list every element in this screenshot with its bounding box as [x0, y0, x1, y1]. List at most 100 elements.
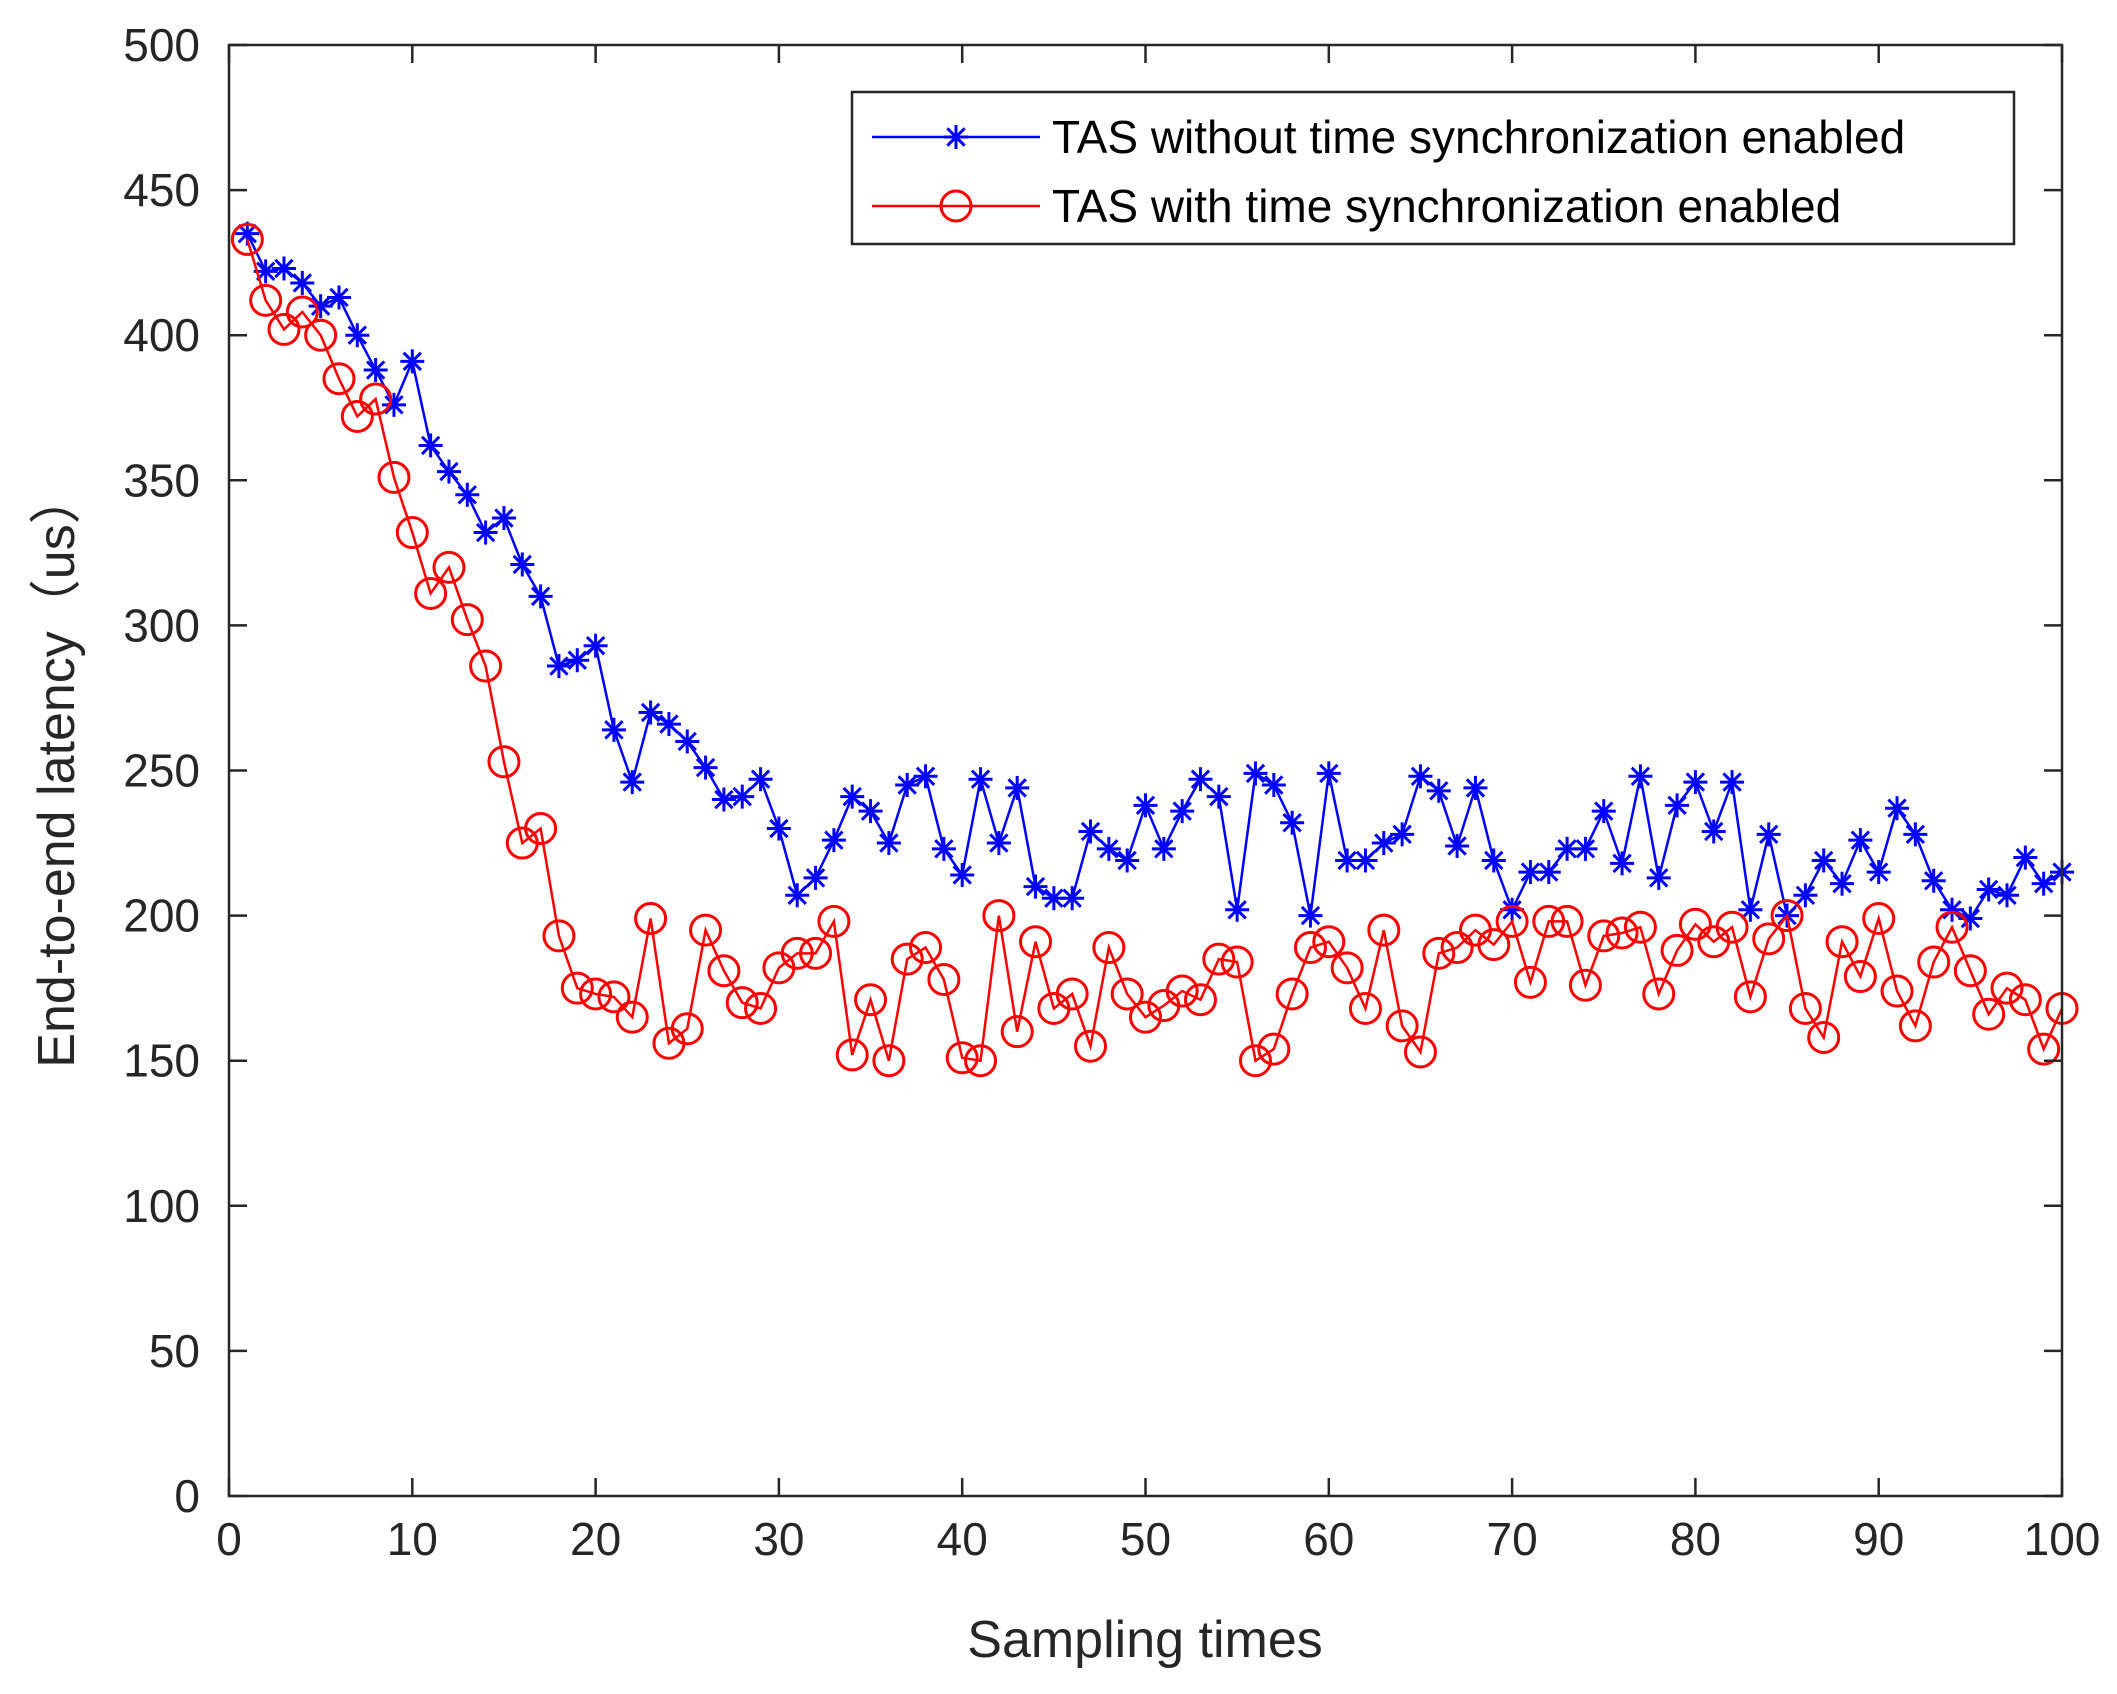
data-point-circle — [890, 942, 924, 976]
asterisk-stroke — [274, 258, 294, 279]
data-point-circle — [1862, 902, 1896, 936]
asterisk-stroke — [1923, 871, 1944, 891]
data-point-circle — [817, 904, 851, 938]
data-point-circle — [1202, 942, 1236, 976]
y-tick-label: 350 — [123, 454, 200, 506]
data-point-asterisk — [271, 256, 296, 281]
data-point-asterisk — [1628, 764, 1653, 789]
asterisk-stroke — [1172, 801, 1192, 821]
asterisk-stroke — [842, 786, 862, 807]
series-line — [246, 233, 2063, 921]
asterisk-stroke — [1997, 885, 2017, 905]
asterisk-stroke — [860, 801, 881, 821]
data-point-circle — [1513, 965, 1547, 999]
asterisk-stroke — [1667, 795, 1687, 816]
data-point-asterisk — [1390, 822, 1415, 847]
asterisk-stroke — [622, 772, 642, 792]
x-tick-label: 50 — [1120, 1513, 1171, 1565]
data-point-circle — [1935, 910, 1969, 944]
x-tick-label: 100 — [2024, 1513, 2101, 1565]
asterisk-stroke — [604, 720, 624, 740]
data-point-asterisk — [436, 459, 461, 484]
asterisk-stroke — [750, 769, 771, 789]
data-point-circle — [909, 931, 943, 965]
legend-item-2: TAS with time synchronization enabled — [872, 180, 1841, 232]
data-point-circle — [707, 954, 741, 988]
data-point-circle — [1587, 919, 1621, 953]
data-point-circle — [1165, 974, 1199, 1008]
y-tick-label: 200 — [123, 890, 200, 942]
data-point-circle — [744, 991, 778, 1025]
data-point-circle — [249, 283, 283, 317]
asterisk-stroke — [677, 731, 697, 752]
asterisk-stroke — [1154, 839, 1174, 859]
data-point-circle — [1880, 974, 1914, 1008]
asterisk-stroke — [1025, 876, 1046, 897]
data-point-asterisk — [1866, 860, 1891, 885]
data-point-circle — [359, 382, 393, 416]
data-point-circle — [670, 1012, 704, 1046]
series-layer — [230, 221, 2079, 1078]
data-point-asterisk — [510, 552, 535, 577]
asterisk-stroke — [1649, 868, 1669, 888]
y-tick-label: 50 — [149, 1325, 200, 1377]
asterisk-stroke — [952, 865, 972, 885]
data-point-asterisk — [950, 862, 975, 887]
asterisk-stroke — [897, 775, 917, 795]
data-point-circle — [304, 318, 338, 352]
data-point-asterisk — [858, 799, 883, 824]
asterisk-stroke — [1887, 798, 1907, 818]
data-point-circle — [1385, 1009, 1419, 1043]
data-point-asterisk — [1445, 833, 1470, 858]
data-point-circle — [1752, 922, 1786, 956]
data-point-asterisk — [1463, 775, 1488, 800]
data-point-asterisk — [1610, 851, 1635, 876]
asterisk-stroke — [659, 714, 679, 734]
data-point-asterisk — [1976, 877, 2001, 902]
data-point-asterisk — [2031, 871, 2056, 896]
data-point-circle — [469, 649, 503, 683]
legend-item-1: TAS without time synchronization enabled — [872, 111, 1905, 163]
data-point-circle — [267, 312, 301, 346]
asterisk-stroke — [1740, 900, 1761, 920]
data-point-circle — [1055, 977, 1089, 1011]
data-point-circle — [634, 902, 668, 936]
data-point-asterisk — [345, 323, 370, 348]
data-point-circle — [524, 812, 558, 846]
asterisk-stroke — [934, 839, 954, 859]
asterisk-stroke — [915, 766, 936, 787]
data-point-asterisk — [1756, 822, 1781, 847]
data-point-circle — [377, 460, 411, 494]
asterisk-stroke — [402, 351, 423, 372]
asterisk-stroke — [549, 656, 569, 676]
data-point-asterisk — [1408, 764, 1433, 789]
data-point-circle — [560, 971, 594, 1005]
asterisk-stroke — [1209, 786, 1229, 807]
asterisk-stroke — [1135, 795, 1156, 816]
asterisk-stroke — [1868, 862, 1889, 882]
data-point-asterisk — [876, 831, 901, 856]
asterisk-stroke — [1227, 900, 1247, 920]
data-point-asterisk — [944, 125, 968, 149]
data-point-circle — [1220, 945, 1254, 979]
data-point-asterisk — [1115, 848, 1140, 873]
x-tick-label: 0 — [216, 1513, 242, 1565]
data-point-asterisk — [693, 755, 718, 780]
data-point-circle — [340, 399, 374, 433]
asterisk-stroke — [1447, 836, 1467, 856]
data-point-asterisk — [1793, 883, 1818, 908]
x-tick-labels: 0 10 20 30 40 50 60 70 80 90 100 — [216, 1513, 2100, 1565]
asterisk-stroke — [1978, 879, 1999, 900]
data-point-circle — [799, 936, 833, 970]
data-point-asterisk — [913, 764, 938, 789]
legend-label: TAS without time synchronization enabled — [1052, 111, 1905, 163]
asterisk-stroke — [384, 395, 404, 415]
data-point-asterisk — [1646, 865, 1671, 890]
data-point-asterisk — [638, 700, 663, 725]
data-point-asterisk — [491, 506, 516, 531]
series-2 — [230, 222, 2079, 1078]
plot-background — [229, 45, 2062, 1496]
data-point-asterisk — [583, 633, 608, 658]
data-point-circle — [1642, 977, 1676, 1011]
